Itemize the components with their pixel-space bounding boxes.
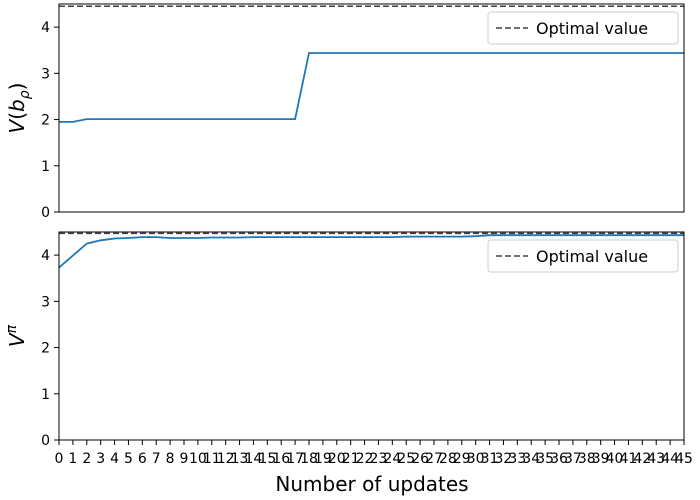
x-tick-label: 37 <box>564 451 582 467</box>
x-tick-label: 18 <box>300 451 318 467</box>
x-tick-label: 19 <box>314 451 332 467</box>
y-axis-title: V(bρ) <box>5 83 33 134</box>
x-axis-title: Number of updates <box>275 472 468 496</box>
x-tick-label: 26 <box>411 451 429 467</box>
x-tick-label: 20 <box>328 451 346 467</box>
series-line <box>59 52 684 123</box>
x-tick-label: 5 <box>124 451 133 467</box>
legend-box <box>487 11 679 45</box>
legend-label: Optimal value <box>536 19 648 38</box>
x-tick-label: 11 <box>203 451 221 467</box>
x-tick-label: 2 <box>82 451 91 467</box>
x-tick-label: 13 <box>231 451 249 467</box>
y-axis-title: Vπ <box>4 324 29 347</box>
x-tick-label: 33 <box>508 451 526 467</box>
x-tick-label: 9 <box>180 451 189 467</box>
x-tick-label: 6 <box>138 451 147 467</box>
x-tick-label: 1 <box>68 451 77 467</box>
x-tick-label: 44 <box>661 451 679 467</box>
legend-box <box>487 239 679 273</box>
top-panel: 0 1 2 3 4 Optimal value V(bρ) <box>5 3 685 221</box>
x-tick-label: 4 <box>110 451 119 467</box>
x-tick-label: 22 <box>356 451 374 467</box>
x-tick-label: 27 <box>425 451 443 467</box>
x-tick-label: 45 <box>675 451 693 467</box>
legend-label: Optimal value <box>536 247 648 266</box>
y-tick-label: 4 <box>41 20 50 36</box>
x-tick-label: 30 <box>467 451 485 467</box>
x-tick-label: 31 <box>481 451 499 467</box>
x-tick-label: 15 <box>258 451 276 467</box>
y-tick-label: 4 <box>41 248 50 264</box>
x-tick-label: 38 <box>578 451 596 467</box>
y-tick-label: 0 <box>41 433 50 449</box>
x-tick-label: 42 <box>633 451 651 467</box>
x-tick-label: 10 <box>189 451 207 467</box>
x-tick-label: 12 <box>217 451 235 467</box>
x-tick-label: 7 <box>152 451 161 467</box>
x-tick-label: 8 <box>166 451 175 467</box>
x-tick-label: 43 <box>647 451 665 467</box>
x-tick-label: 34 <box>522 451 540 467</box>
y-tick-label: 3 <box>41 294 50 310</box>
y-tick-label: 3 <box>41 66 50 82</box>
x-tick-label: 29 <box>453 451 471 467</box>
x-tick-label: 21 <box>342 451 360 467</box>
x-tick-label: 3 <box>96 451 105 467</box>
x-tick-label: 32 <box>495 451 513 467</box>
x-tick-label: 39 <box>592 451 610 467</box>
y-tick-label: 1 <box>41 159 50 175</box>
x-tick-label: 0 <box>55 451 64 467</box>
x-tick-label: 36 <box>550 451 568 467</box>
y-tick-label: 0 <box>41 205 50 221</box>
x-tick-label: 17 <box>286 451 304 467</box>
x-tick-label: 40 <box>606 451 624 467</box>
y-tick-label: 2 <box>41 341 50 357</box>
y-tick-label: 1 <box>41 387 50 403</box>
y-tick-label: 2 <box>41 113 50 129</box>
series-line <box>58 234 684 269</box>
x-tick-label: 24 <box>383 451 401 467</box>
axes-frame <box>58 3 685 213</box>
axes-frame <box>58 231 685 441</box>
x-tick-label: 28 <box>439 451 457 467</box>
x-tick-label: 14 <box>245 451 263 467</box>
x-tick-label: 41 <box>620 451 638 467</box>
x-tick-label: 25 <box>397 451 415 467</box>
x-tick-label: 16 <box>272 451 290 467</box>
x-tick-label: 23 <box>370 451 388 467</box>
x-tick-label: 35 <box>536 451 554 467</box>
